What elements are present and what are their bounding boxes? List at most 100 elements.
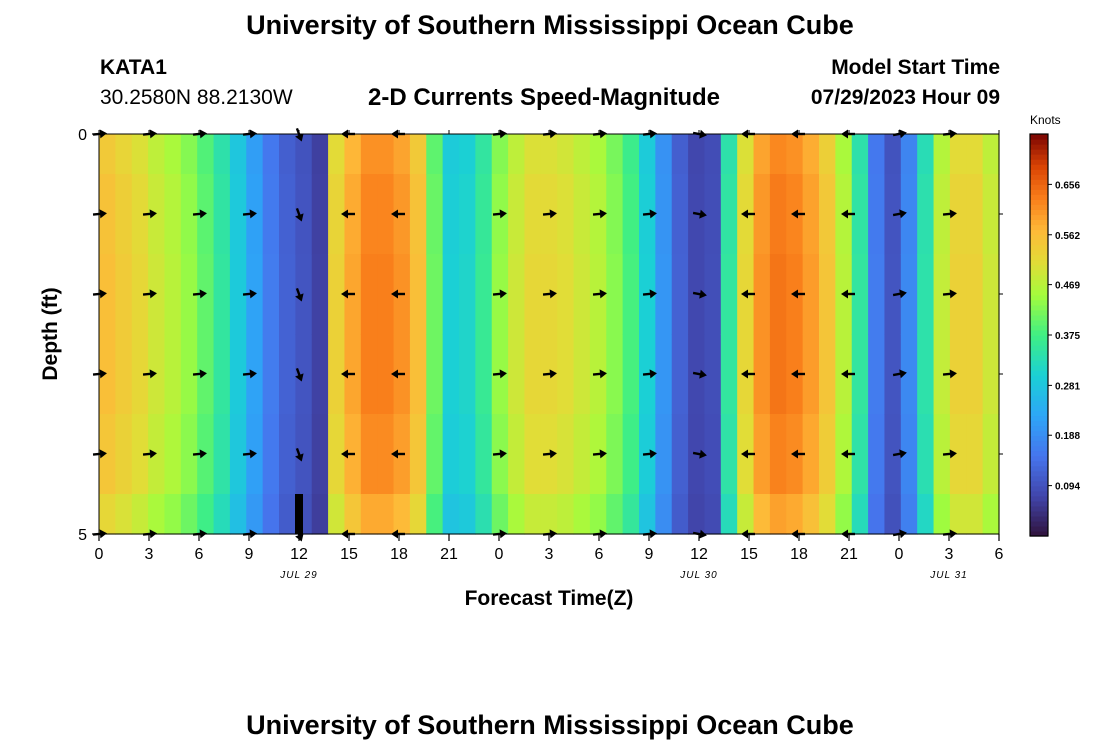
arrow-head (549, 369, 557, 379)
heatmap-cell (868, 334, 886, 415)
heatmap-cell (769, 494, 787, 535)
heatmap-cell (295, 414, 313, 495)
colorbar-segment (1030, 329, 1048, 336)
colorbar-segment (1030, 465, 1048, 472)
heatmap-cell (229, 494, 247, 535)
colorbar-segment (1030, 360, 1048, 366)
heatmap-cell (966, 254, 984, 335)
arrow-head (199, 529, 207, 539)
arrow-head (549, 129, 557, 139)
current-arrow (142, 369, 157, 379)
current-arrow (642, 129, 657, 139)
colorbar-segment (1030, 430, 1048, 437)
arrow-head (499, 209, 507, 219)
current-arrow (692, 129, 707, 139)
heatmap-cell (360, 334, 378, 415)
heatmap-cell (655, 494, 673, 535)
heatmap-cell (851, 174, 869, 255)
current-arrow (242, 129, 257, 139)
y-tick-label: 0 (78, 127, 87, 144)
current-arrow (142, 289, 157, 299)
arrow-head (391, 369, 398, 379)
heatmap-cell (426, 334, 444, 415)
heatmap-cell (262, 334, 280, 415)
heatmap-cell (704, 494, 722, 535)
heatmap-cell (982, 334, 1000, 415)
colorbar-segment (1030, 425, 1048, 432)
arrow-head (791, 529, 798, 539)
arrow-head (599, 209, 607, 219)
heatmap-cell (737, 494, 755, 535)
arrow-head (549, 529, 557, 539)
heatmap-cell (311, 174, 329, 255)
current-arrow (492, 209, 507, 219)
colorbar-segment (1030, 239, 1048, 246)
heatmap-cell (982, 414, 1000, 495)
arrow-head (391, 209, 398, 219)
heatmap-cell (917, 254, 935, 335)
heatmap-cell (884, 254, 902, 335)
heatmap-cell (917, 334, 935, 415)
heatmap-cell (377, 334, 395, 415)
colorbar-segment (1030, 294, 1048, 301)
current-arrow (142, 449, 157, 459)
heatmap-cell (966, 134, 984, 175)
y-tick-label: 5 (78, 527, 87, 544)
heatmap-cell (819, 174, 836, 255)
heatmap-cell (540, 134, 558, 175)
heatmap-cell (360, 414, 378, 495)
current-arrow (92, 529, 107, 539)
heatmap-cell (622, 494, 640, 535)
arrow-head (699, 369, 707, 379)
heatmap-cell (131, 494, 149, 535)
heatmap-cell (377, 174, 395, 255)
current-arrow (741, 209, 755, 219)
heatmap-cell (115, 134, 133, 175)
heatmap-cell (982, 134, 1000, 175)
arrow-head (741, 369, 748, 379)
heatmap-cell (148, 494, 166, 535)
heatmap-cell (213, 134, 231, 175)
arrow-head (199, 209, 207, 219)
current-arrow (741, 529, 755, 539)
date-label: JUL 30 (679, 570, 718, 581)
colorbar-segment (1030, 455, 1048, 462)
colorbar-segment (1030, 385, 1048, 391)
arrow-head (391, 449, 398, 459)
arrow-head (99, 129, 107, 139)
arrow-head (949, 369, 957, 379)
arrow-head (599, 369, 607, 379)
heatmap-cell (148, 414, 166, 495)
heatmap-cell (508, 414, 526, 495)
current-arrow (341, 209, 355, 219)
current-arrow (192, 529, 207, 539)
heatmap-cell (720, 254, 738, 335)
current-arrow (791, 369, 805, 379)
arrow-head (899, 209, 907, 219)
heatmap-cell (949, 494, 967, 535)
heatmap-cell (279, 254, 296, 335)
arrow-head (499, 289, 507, 299)
x-tick-label: 9 (645, 546, 654, 563)
colorbar-segment (1030, 525, 1048, 532)
arrow-head (791, 209, 798, 219)
current-arrow (542, 529, 557, 539)
heatmap-cell (164, 414, 182, 495)
arrow-head (841, 129, 848, 139)
heatmap-cell (769, 174, 787, 255)
heatmap-cell (900, 414, 918, 495)
heatmap-cell (377, 254, 395, 335)
heatmap-cell (180, 134, 198, 175)
heatmap-cell (213, 174, 231, 255)
colorbar-segment (1030, 219, 1048, 226)
colorbar-segment (1030, 530, 1048, 537)
colorbar-segment (1030, 460, 1048, 467)
heatmap-cell (982, 494, 1000, 535)
heatmap-cell (115, 414, 133, 495)
heatmap-cell (459, 254, 476, 335)
heatmap-cell (819, 494, 836, 535)
arrow-head (841, 369, 848, 379)
current-arrow (592, 369, 607, 379)
heatmap-cell (900, 334, 918, 415)
